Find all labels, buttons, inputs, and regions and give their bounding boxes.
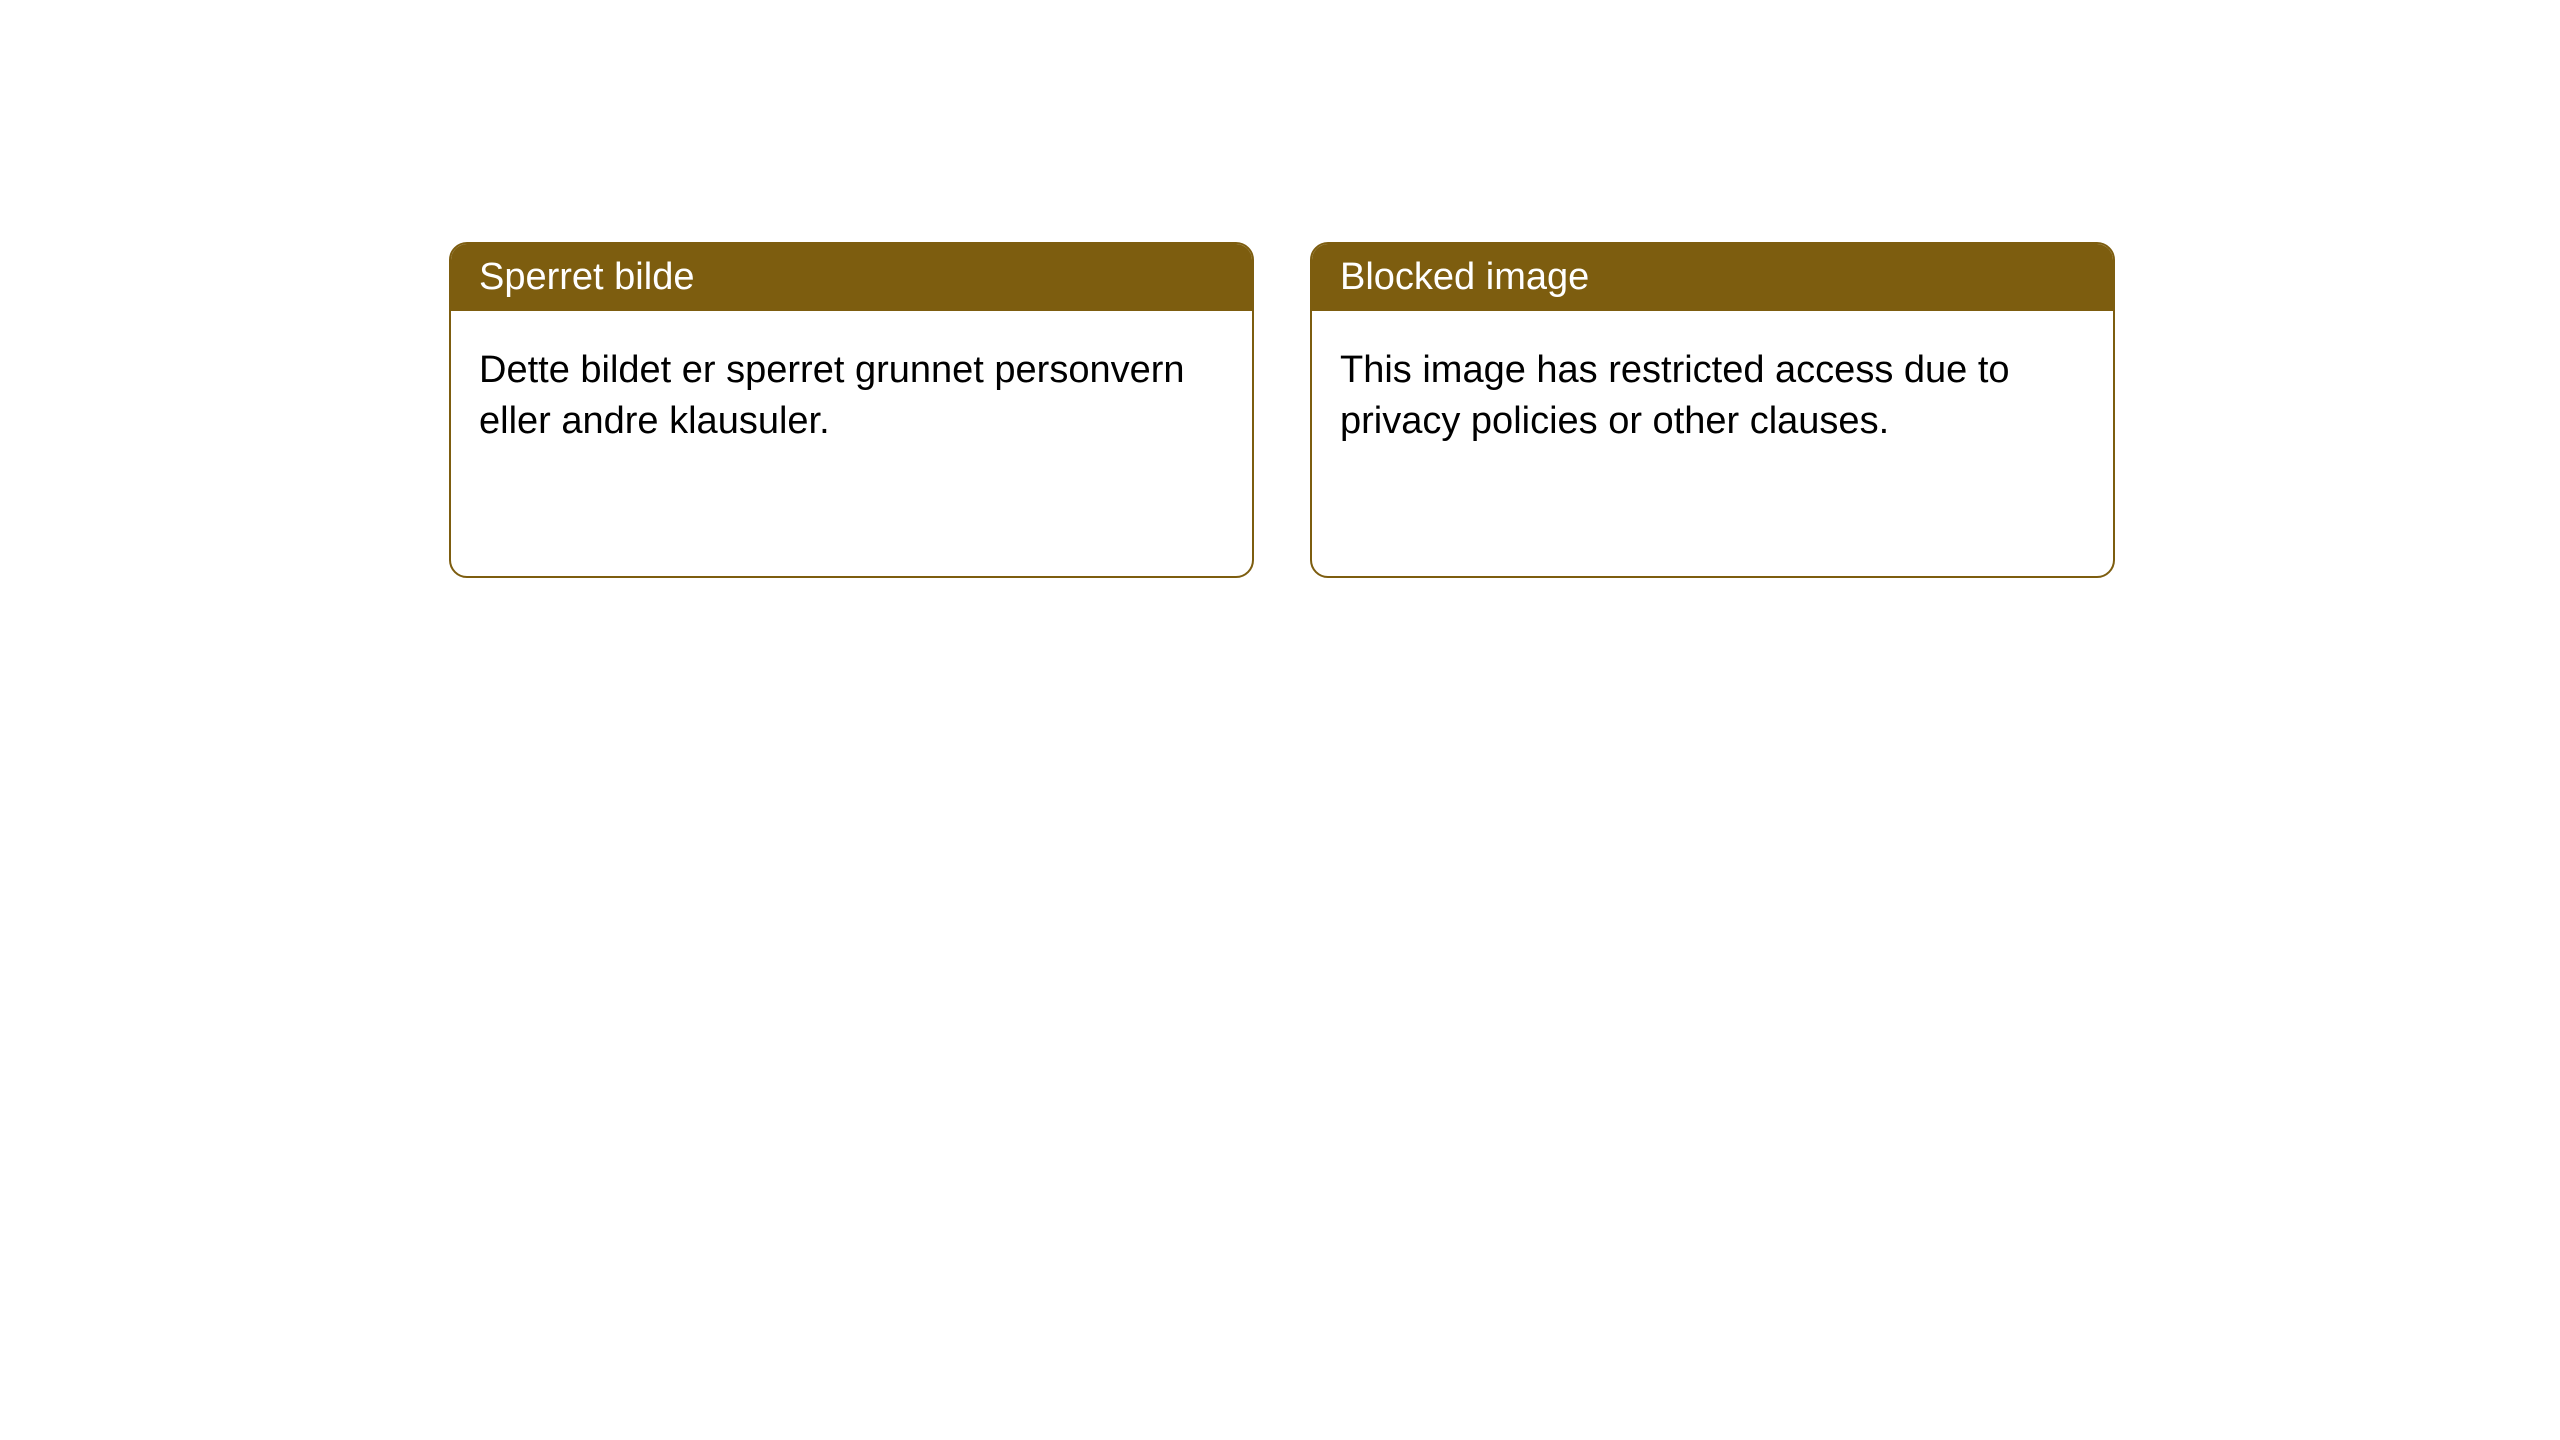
notice-header: Sperret bilde	[451, 244, 1252, 311]
notice-card-english: Blocked image This image has restricted …	[1310, 242, 2115, 578]
notice-title: Sperret bilde	[479, 256, 694, 298]
notice-container: Sperret bilde Dette bildet er sperret gr…	[449, 242, 2115, 578]
notice-text: This image has restricted access due to …	[1340, 349, 2010, 442]
notice-text: Dette bildet er sperret grunnet personve…	[479, 349, 1185, 442]
notice-body: This image has restricted access due to …	[1312, 311, 2113, 482]
notice-card-norwegian: Sperret bilde Dette bildet er sperret gr…	[449, 242, 1254, 578]
notice-title: Blocked image	[1340, 256, 1589, 298]
notice-header: Blocked image	[1312, 244, 2113, 311]
notice-body: Dette bildet er sperret grunnet personve…	[451, 311, 1252, 482]
